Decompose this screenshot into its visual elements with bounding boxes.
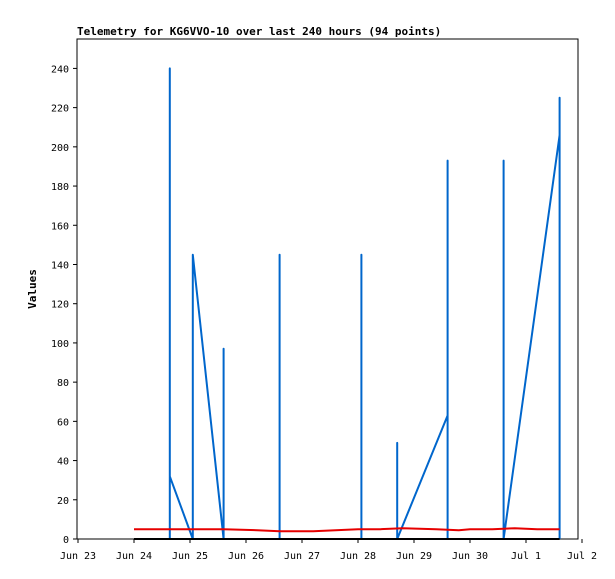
x-axis-ticks: Jun 23 Jun 24 Jun 25 Jun 26 Jun 27 Jun 28 Jun … — [60, 539, 597, 562]
y-tick-label: 40 — [57, 457, 69, 468]
y-tick-label: 20 — [57, 496, 69, 507]
x-tick-label: Jul 1 — [511, 551, 541, 562]
y-tick-label: 140 — [51, 260, 69, 271]
y-axis-label: Values — [26, 269, 39, 309]
y-tick-label: 220 — [51, 104, 69, 115]
x-tick-label: Jun 26 — [228, 551, 264, 562]
chart-title: Telemetry for KG6VVO-10 over last 240 ho… — [77, 25, 441, 38]
plot-frame — [76, 38, 579, 540]
y-tick-label: 180 — [51, 182, 69, 193]
x-tick-label: Jun 30 — [452, 551, 488, 562]
y-tick-label: 60 — [57, 417, 69, 428]
x-tick-label: Jun 27 — [284, 551, 320, 562]
series-line-2 — [134, 527, 560, 533]
y-tick-label: 100 — [51, 339, 69, 350]
y-tick-label: 240 — [51, 64, 69, 75]
y-tick-label: 0 — [63, 535, 69, 546]
x-tick-label: Jun 23 — [60, 551, 96, 562]
y-tick-label: 120 — [51, 300, 69, 311]
x-tick-label: Jul 2 — [567, 551, 597, 562]
x-tick-label: Jun 28 — [340, 551, 376, 562]
y-tick-label: 80 — [57, 378, 69, 389]
y-axis-ticks: 0 20 40 60 80 100 120 140 160 180 200 220 240 — [51, 64, 77, 546]
series-layer — [134, 67, 561, 540]
y-tick-label: 160 — [51, 221, 69, 232]
x-tick-label: Jun 24 — [116, 551, 152, 562]
x-tick-label: Jun 29 — [396, 551, 432, 562]
series-line-1 — [168, 67, 561, 540]
x-tick-label: Jun 25 — [172, 551, 208, 562]
y-tick-label: 200 — [51, 143, 69, 154]
